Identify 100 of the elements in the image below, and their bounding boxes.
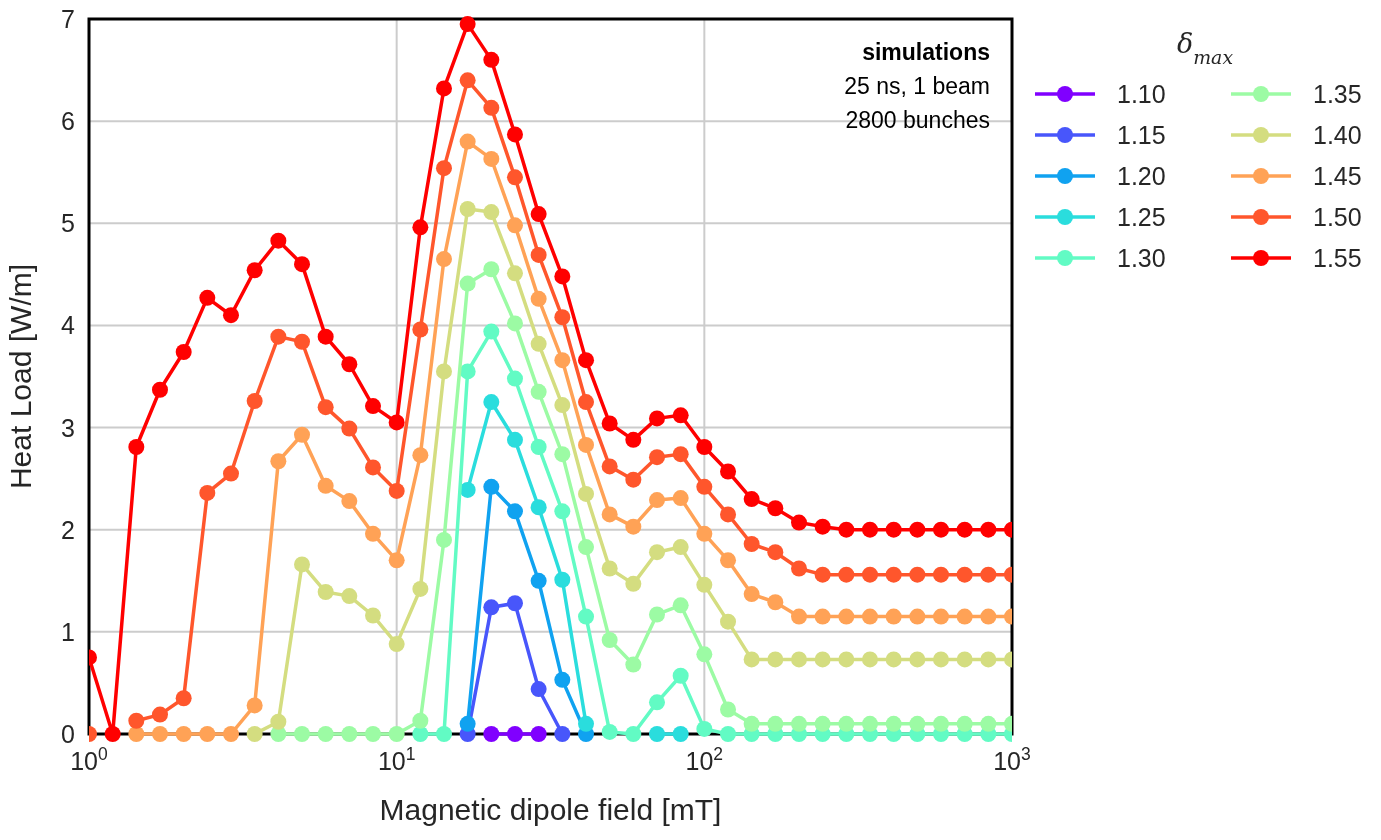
point (459, 72, 476, 89)
point (412, 321, 429, 338)
point (601, 723, 618, 740)
point (365, 726, 381, 742)
point (435, 531, 452, 548)
point (483, 478, 500, 495)
point (506, 431, 523, 448)
legend-label: 1.35 (1313, 80, 1362, 108)
y-tick-label: 2 (61, 515, 75, 544)
point (791, 560, 808, 577)
point (554, 671, 571, 688)
point (743, 536, 760, 553)
x-tick-label: 10$^{3}$ (993, 744, 1031, 775)
point (317, 328, 334, 345)
point (222, 307, 239, 324)
point (365, 459, 381, 476)
point (862, 651, 878, 668)
annotation: simulations (862, 39, 990, 65)
point (862, 608, 878, 625)
point (672, 446, 689, 463)
point (365, 398, 381, 415)
point (885, 521, 902, 538)
point (720, 726, 737, 742)
y-tick-label: 7 (61, 5, 75, 33)
point (720, 613, 737, 630)
point (767, 544, 784, 561)
y-tick-label: 1 (61, 617, 75, 646)
point (601, 560, 618, 577)
point (909, 651, 926, 668)
point (601, 415, 618, 432)
point (388, 726, 405, 742)
point (388, 552, 405, 569)
point (341, 356, 358, 373)
point (506, 503, 523, 520)
point (601, 506, 618, 523)
point (175, 726, 192, 742)
point (104, 726, 121, 742)
point (459, 363, 476, 380)
legend-label: 1.50 (1313, 203, 1362, 231)
point (365, 525, 381, 542)
point (554, 352, 571, 369)
point (317, 726, 334, 742)
point (294, 556, 310, 573)
point (649, 410, 665, 427)
point (506, 595, 523, 612)
point (767, 715, 784, 732)
point (483, 204, 500, 221)
point (128, 438, 145, 455)
point (294, 726, 310, 742)
point (435, 726, 452, 742)
point (270, 453, 287, 470)
point (814, 651, 831, 668)
point (483, 394, 500, 411)
point (317, 584, 334, 601)
point (435, 251, 452, 268)
point (814, 518, 831, 535)
point (459, 133, 476, 150)
point (246, 262, 263, 279)
point (483, 99, 500, 116)
point (388, 482, 405, 499)
point (696, 438, 713, 455)
point (554, 309, 571, 326)
point (199, 484, 216, 501)
point (767, 651, 784, 668)
point (506, 370, 523, 387)
point (720, 463, 737, 480)
point (578, 539, 595, 556)
point (128, 726, 145, 742)
point (530, 438, 547, 455)
y-tick-label: 3 (61, 413, 75, 442)
point (459, 481, 476, 498)
point (530, 499, 547, 516)
point (956, 651, 973, 668)
point (933, 608, 949, 625)
point (128, 712, 145, 729)
y-tick-label: 5 (61, 209, 75, 238)
point (199, 726, 216, 742)
point (530, 572, 547, 589)
point (341, 493, 358, 510)
point (909, 715, 926, 732)
point (578, 436, 595, 453)
point (956, 608, 973, 625)
point (933, 651, 949, 668)
point (554, 571, 571, 588)
point (885, 715, 902, 732)
point (862, 715, 878, 732)
legend-label: 1.40 (1313, 121, 1362, 149)
point (791, 608, 808, 625)
point (980, 715, 997, 732)
point (459, 275, 476, 292)
legend-label: 1.30 (1117, 244, 1166, 272)
point (980, 608, 997, 625)
point (294, 426, 310, 443)
point (341, 420, 358, 437)
point (506, 217, 523, 234)
point (909, 566, 926, 583)
point (530, 290, 547, 307)
point (625, 471, 642, 488)
point (270, 713, 287, 730)
y-axis-title: Heat Load [W/m] (4, 263, 37, 490)
